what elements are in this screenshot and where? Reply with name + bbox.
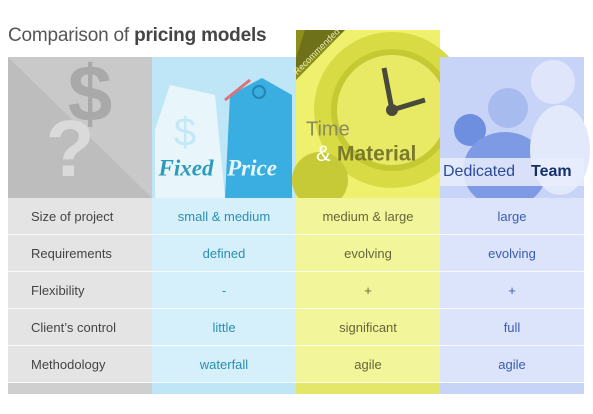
tag-blue <box>225 78 292 198</box>
row-label: Flexibility <box>8 272 152 309</box>
cell-value: small & medium <box>152 198 296 235</box>
dollar-icon: $ <box>68 49 113 138</box>
cell-value: waterfall <box>152 346 296 383</box>
clock-hand <box>381 67 395 111</box>
row-label: Client’s control <box>8 309 152 346</box>
cell-value: agile <box>296 346 440 383</box>
badge-band <box>296 30 345 70</box>
row-label: Methodology <box>8 346 152 383</box>
cell-value: large <box>440 198 584 235</box>
cell-value: - <box>152 272 296 309</box>
title-bold: pricing models <box>134 25 267 46</box>
title: Comparison of pricing models <box>8 25 267 47</box>
row-label: Size of project <box>8 198 152 235</box>
cell-value: evolving <box>296 235 440 272</box>
bottom-strip <box>152 383 296 394</box>
title-band <box>440 158 584 186</box>
question-icon: ? <box>46 104 95 193</box>
cell-value: agile <box>440 346 584 383</box>
column-title: Price <box>226 155 277 180</box>
title-prefix: Comparison of <box>8 25 129 46</box>
column-title: Time <box>306 118 350 140</box>
person <box>531 60 575 104</box>
bottom-strip <box>440 383 584 394</box>
cell-value: medium & large <box>296 198 440 235</box>
cell-value: defined <box>152 235 296 272</box>
cell-value: significant <box>296 309 440 346</box>
person <box>454 114 486 146</box>
bottom-strip <box>8 383 152 394</box>
row-label: Requirements <box>8 235 152 272</box>
cell-value: + <box>440 272 584 309</box>
column-title: & <box>316 141 331 166</box>
tag-string <box>224 78 251 102</box>
tag-dollar: $ <box>174 111 196 155</box>
cell-value: evolving <box>440 235 584 272</box>
column-title: Fixed <box>158 155 214 180</box>
tag-hole <box>252 85 266 99</box>
clock-center <box>386 104 398 116</box>
column-title: Material <box>337 143 416 166</box>
diagonal <box>8 57 152 198</box>
cell-value: full <box>440 309 584 346</box>
cell-value: little <box>152 309 296 346</box>
person <box>488 88 528 128</box>
gear <box>292 152 348 208</box>
cell-value: + <box>296 272 440 309</box>
column-title: Dedicated <box>443 163 515 180</box>
column-title: Team <box>531 163 572 180</box>
tag-white <box>155 85 225 198</box>
bottom-strip <box>296 383 440 394</box>
